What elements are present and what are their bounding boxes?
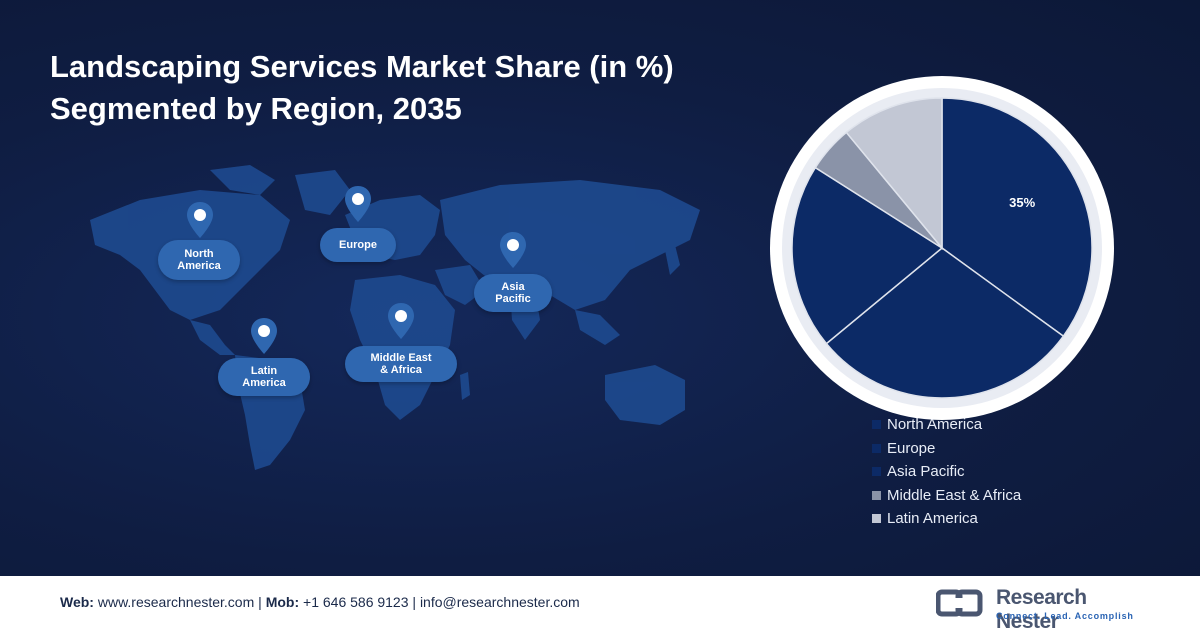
title-line-2: Segmented by Region, 2035 xyxy=(50,91,462,126)
map-label-europe: Europe xyxy=(320,228,396,262)
legend-swatch xyxy=(872,490,881,500)
europe-pin-icon xyxy=(345,186,371,222)
legend-swatch xyxy=(872,420,881,430)
pie-slice-latin-america xyxy=(845,97,943,251)
research-nester-logo-icon xyxy=(936,589,983,617)
asia-pacific-pin-icon xyxy=(500,232,526,268)
footer: Web: www.researchnester.com | Mob: +1 64… xyxy=(0,576,1200,628)
pie-chart: 35% xyxy=(770,76,1114,420)
legend-label: Europe xyxy=(887,439,936,457)
legend-label: Asia Pacific xyxy=(887,463,965,481)
mob-label: Mob: xyxy=(265,594,300,610)
pie-data-label: 35% xyxy=(1009,195,1035,210)
email-value[interactable]: info@researchnester.com xyxy=(419,594,580,610)
chart-title: Landscaping Services Market Share (in %)… xyxy=(50,46,750,130)
web-value[interactable]: www.researchnester.com xyxy=(97,594,255,610)
brand-tagline: Connect. Lead. Accomplish xyxy=(996,611,1134,621)
contact-info: Web: www.researchnester.com | Mob: +1 64… xyxy=(60,594,580,610)
separator: | xyxy=(412,594,417,610)
main-panel: Landscaping Services Market Share (in %)… xyxy=(0,0,1200,576)
map-label-latin-america: Latin America xyxy=(218,358,310,396)
title-line-1: Landscaping Services Market Share (in %) xyxy=(50,49,674,84)
legend-swatch xyxy=(872,514,881,524)
legend-swatch xyxy=(872,443,881,453)
north-america-pin-icon xyxy=(187,202,213,238)
legend-item: Asia Pacific xyxy=(872,460,1021,484)
map-label-asia-pacific: Asia Pacific xyxy=(474,274,552,312)
brand-logo: Research Nester Connect. Lead. Accomplis… xyxy=(936,586,1146,628)
pie-slice-asia-pacific xyxy=(791,166,944,345)
separator: | xyxy=(258,594,262,610)
map-label-north-america: North America xyxy=(158,240,240,280)
legend-item: Latin America xyxy=(872,507,1021,531)
pie-slice-europe xyxy=(825,247,1065,399)
middle-east-africa-pin-icon xyxy=(388,303,414,339)
chart-legend: North America Europe Asia Pacific Middle Ea… xyxy=(872,413,1021,531)
map-label-middle-east-africa: Middle East & Africa xyxy=(345,346,457,382)
latin-america-pin-icon xyxy=(251,318,277,354)
brand-name: Research Nester xyxy=(996,586,1087,628)
legend-label: Latin America xyxy=(887,510,978,528)
legend-item: Middle East & Africa xyxy=(872,484,1021,508)
web-label: Web: xyxy=(60,594,94,610)
mob-value: +1 646 586 9123 xyxy=(303,594,409,610)
pie-slice-north-america xyxy=(941,97,1093,338)
legend-item: Europe xyxy=(872,437,1021,461)
legend-item: North America xyxy=(872,413,1021,437)
legend-label: North America xyxy=(887,416,983,434)
legend-label: Middle East & Africa xyxy=(887,486,1022,504)
legend-swatch xyxy=(872,467,881,477)
